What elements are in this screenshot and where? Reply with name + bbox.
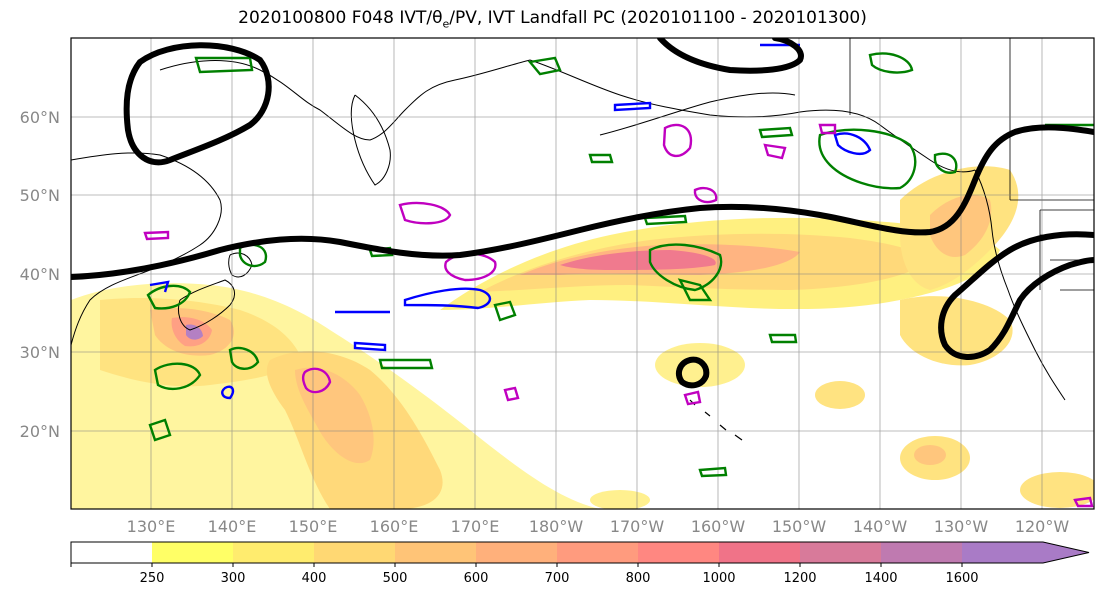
- lon-label-180w: 180°W: [529, 517, 584, 536]
- colorbar-segment: [557, 542, 638, 563]
- colorbar-segment: [152, 542, 233, 563]
- black-contours: [71, 38, 1094, 389]
- lon-label-140w: 140°W: [853, 517, 908, 536]
- lon-label-160e: 160°E: [370, 517, 419, 536]
- colorbar-segment: [719, 542, 800, 563]
- map-layers: [71, 38, 1094, 509]
- lon-label-130e: 130°E: [127, 517, 176, 536]
- map-title: 2020100800 F048 IVT/θe/PV, IVT Landfall …: [238, 8, 867, 31]
- magenta-contours: [143, 123, 1094, 508]
- lon-label-120w: 120°W: [1015, 517, 1070, 536]
- lon-label-150e: 150°E: [289, 517, 338, 536]
- colorbar-outline: [70, 541, 1090, 564]
- lon-label-150w: 150°W: [772, 517, 827, 536]
- colorbar-tick-label: 400: [302, 571, 327, 586]
- colorbar-tick-label: 250: [140, 571, 165, 586]
- colorbar-tick-label: 1600: [945, 571, 978, 586]
- colorbar-tick-label: 300: [221, 571, 246, 586]
- colorbar-tick-label: 600: [464, 571, 489, 586]
- lat-label-60: 60°N: [20, 108, 60, 127]
- lon-label-170w: 170°W: [610, 517, 665, 536]
- lon-label-170e: 170°E: [451, 517, 500, 536]
- lon-label-140e: 140°E: [208, 517, 257, 536]
- longitude-labels: 130°E 140°E 150°E 160°E 170°E 180°W 170°…: [127, 517, 1070, 536]
- colorbar-segment: [314, 542, 395, 563]
- colorbar-tick-label: 1400: [864, 571, 897, 586]
- colorbar-segment-extend: [962, 542, 1089, 563]
- colorbar: 250 300 400 500 600 700 800 1000 1200 1400 1600: [70, 541, 1090, 586]
- colorbar-segment-under: [71, 542, 152, 563]
- colorbar-segment: [638, 542, 719, 563]
- colorbar-segment: [395, 542, 476, 563]
- lat-label-50: 50°N: [20, 186, 60, 205]
- colorbar-tick-label: 700: [545, 571, 570, 586]
- colorbar-tick-label: 800: [626, 571, 651, 586]
- latitude-labels: 60°N 50°N 40°N 30°N 20°N: [20, 108, 60, 441]
- map-border: [70, 37, 1095, 510]
- lat-label-40: 40°N: [20, 265, 60, 284]
- colorbar-segment: [881, 542, 962, 563]
- colorbar-segment: [800, 542, 881, 563]
- lon-label-130w: 130°W: [934, 517, 989, 536]
- lat-label-20: 20°N: [20, 422, 60, 441]
- colorbar-segment: [476, 542, 557, 563]
- lat-label-30: 30°N: [20, 343, 60, 362]
- colorbar-tick-label: 1200: [783, 571, 816, 586]
- colorbar-tick-label: 1000: [702, 571, 735, 586]
- colorbar-tick-label: 500: [383, 571, 408, 586]
- colorbar-segment: [233, 542, 314, 563]
- lon-label-160w: 160°W: [691, 517, 746, 536]
